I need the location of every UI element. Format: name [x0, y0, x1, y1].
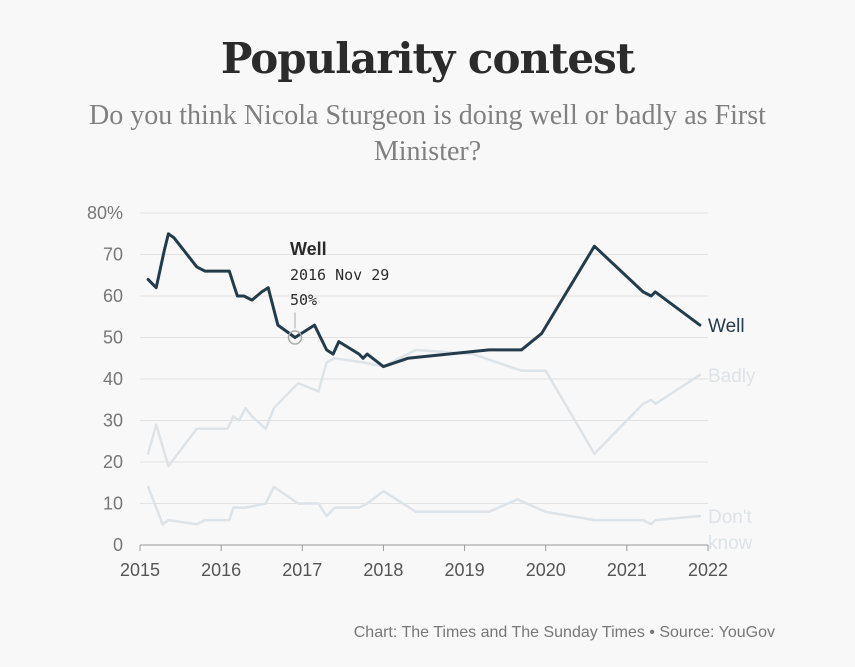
chart-subtitle: Do you think Nicola Sturgeon is doing we… — [89, 100, 766, 167]
y-tick-label: 20 — [103, 452, 123, 472]
series-line-badly — [146, 348, 702, 468]
annotation-marker — [287, 330, 303, 345]
x-tick-label: 2017 — [282, 560, 322, 580]
y-tick-label: 60 — [103, 286, 123, 306]
x-tick-label: 2016 — [201, 560, 241, 580]
x-tick-label: 2015 — [120, 560, 160, 580]
y-tick-label: 10 — [103, 494, 123, 514]
y-tick-label: 70 — [103, 245, 123, 265]
series-line-well — [146, 232, 702, 369]
axes: 0 10 20 30 40 50 60 70 80% 2015 2016 2017 2018 2019 20… — [87, 203, 728, 580]
y-tick-label: 30 — [103, 411, 123, 431]
series-end-labels: Well Badly Don't know — [708, 316, 756, 554]
series-end-label: Badly — [708, 366, 756, 387]
y-tick-label: 80% — [87, 203, 123, 223]
series-end-label: Don't know — [708, 507, 753, 554]
x-tick-label: 2022 — [688, 560, 728, 580]
x-tick-label: 2020 — [526, 560, 566, 580]
gridlines — [140, 212, 708, 504]
chart-title: Popularity contest — [220, 34, 635, 83]
annotation-series: Well — [290, 239, 327, 259]
x-tick-label: 2018 — [363, 560, 403, 580]
annotation-date: 2016 Nov 29 — [290, 266, 389, 284]
annotation-value: 50% — [290, 291, 317, 309]
series-end-label: Well — [708, 316, 745, 337]
series-line-don-t-know — [146, 485, 702, 526]
y-tick-label: 0 — [113, 535, 123, 555]
y-tick-label: 40 — [103, 369, 123, 389]
series-lines — [146, 232, 702, 526]
tooltip-annotation: Well 2016 Nov 29 50% — [287, 239, 389, 345]
x-tick-label: 2019 — [445, 560, 485, 580]
source-credit: Chart: The Times and The Sunday Times • … — [353, 624, 775, 641]
x-tick-label: 2021 — [607, 560, 647, 580]
y-tick-label: 50 — [103, 328, 123, 348]
